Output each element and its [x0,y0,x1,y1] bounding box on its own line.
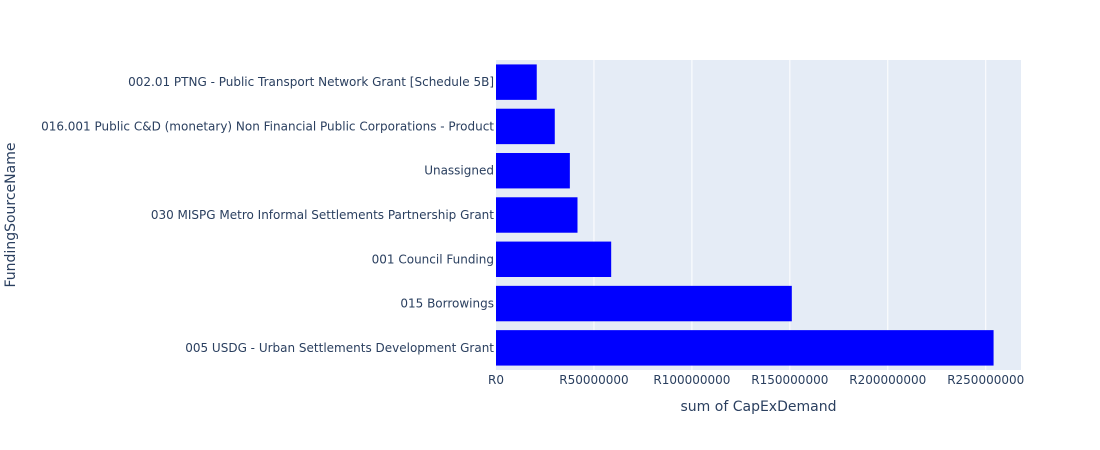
x-tick-label: R0 [488,373,504,387]
bar[interactable] [496,153,570,189]
y-tick-label: 005 USDG - Urban Settlements Development… [185,341,494,355]
x-tick-label: R200000000 [849,373,926,387]
bars [496,64,994,366]
y-tick-labels: 005 USDG - Urban Settlements Development… [41,75,494,355]
y-tick-label: 015 Borrowings [400,297,494,311]
x-tick-labels: R0 R50000000 R100000000 R150000000 R20000000… [488,373,1024,387]
bar[interactable] [496,197,578,233]
x-axis-title: sum of CapExDemand [681,399,837,415]
x-tick-label: R150000000 [751,373,828,387]
y-tick-label: Unassigned [424,164,494,178]
y-tick-label: 016.001 Public C&D (monetary) Non Financ… [41,119,494,133]
bar[interactable] [496,241,612,277]
y-tick-label: 002.01 PTNG - Public Transport Network G… [128,75,494,89]
bar[interactable] [496,108,555,145]
bar[interactable] [496,330,994,366]
bar[interactable] [496,64,537,100]
x-tick-label: R250000000 [947,373,1024,387]
y-tick-label: 030 MISPG Metro Informal Settlements Par… [151,208,494,222]
y-tick-label: 001 Council Funding [372,252,494,266]
x-tick-label: R50000000 [559,373,628,387]
x-tick-label: R100000000 [653,373,730,387]
y-axis-title: FundingSourceName [3,143,19,288]
bar[interactable] [496,285,792,322]
